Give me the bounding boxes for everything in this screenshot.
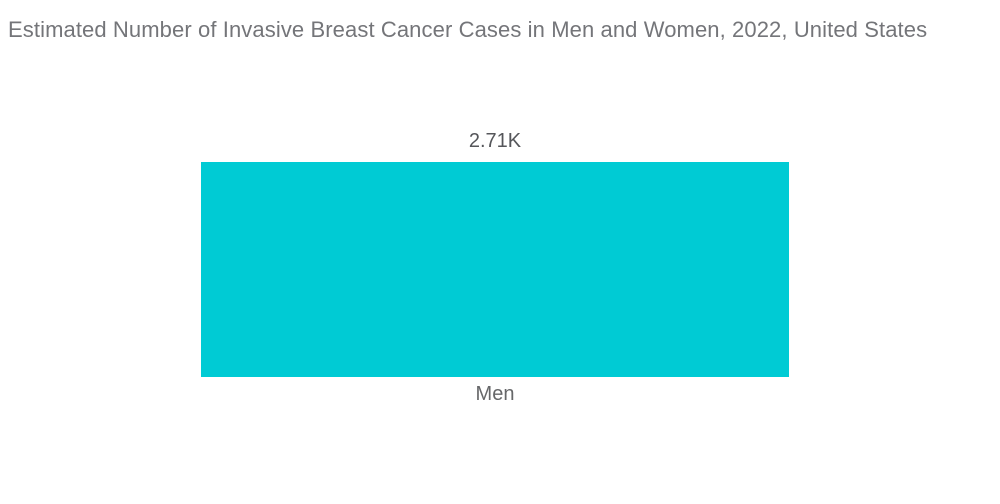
x-axis-label-men: Men (475, 383, 515, 405)
plot-area: 2.71K Men (0, 60, 1000, 440)
chart-title: Estimated Number of Invasive Breast Canc… (8, 17, 928, 42)
bar-men (201, 162, 789, 377)
bar-value-label: 2.71K (468, 130, 522, 152)
